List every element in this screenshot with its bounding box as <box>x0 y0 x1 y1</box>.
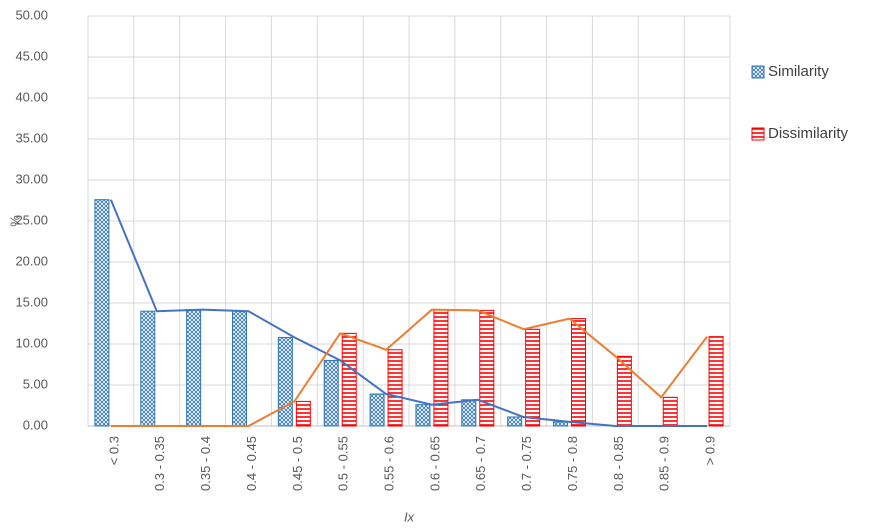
bar <box>525 328 541 427</box>
bar <box>323 359 339 427</box>
bar <box>616 355 632 427</box>
x-tick-label: 0.75 - 0.8 <box>565 436 580 491</box>
x-tick-label: 0.85 - 0.9 <box>657 436 672 491</box>
x-tick-label: 0.4 - 0.45 <box>244 436 259 491</box>
bar <box>94 199 110 427</box>
bar <box>479 309 495 427</box>
y-tick-label: 45.00 <box>15 48 48 63</box>
x-tick-label: 0.65 - 0.7 <box>473 436 488 491</box>
y-tick-label: 5.00 <box>23 376 48 391</box>
legend-label: Similarity <box>768 63 829 80</box>
x-tick-label: > 0.9 <box>703 436 718 465</box>
bar <box>341 332 357 427</box>
bar <box>507 416 523 427</box>
x-tick-label: 0.3 - 0.35 <box>152 436 167 491</box>
x-axis-label: Ix <box>404 509 415 524</box>
y-tick-label: 40.00 <box>15 89 48 104</box>
x-tick-label: 0.5 - 0.55 <box>336 436 351 491</box>
bar <box>662 396 678 427</box>
series-line <box>110 308 708 427</box>
bar <box>571 318 586 427</box>
bar <box>140 310 156 427</box>
bar <box>186 309 202 427</box>
x-tick-label: 0.45 - 0.5 <box>290 436 305 491</box>
bar <box>387 349 403 427</box>
x-tick-label: 0.35 - 0.4 <box>198 436 213 491</box>
x-tick-label: 0.8 - 0.85 <box>611 436 626 491</box>
x-tick-label: 0.7 - 0.75 <box>519 436 534 491</box>
y-tick-label: 15.00 <box>15 294 48 309</box>
bar <box>433 309 449 427</box>
legend-swatch <box>751 127 765 141</box>
bar <box>708 336 724 427</box>
y-tick-label: 25.00 <box>15 212 48 227</box>
x-tick-label: < 0.3 <box>106 436 121 465</box>
bar <box>369 393 385 427</box>
bar <box>461 399 477 427</box>
bar <box>232 310 247 427</box>
y-tick-label: 50.00 <box>15 7 48 22</box>
series-line <box>109 199 708 427</box>
bar <box>277 336 293 427</box>
x-tick-label: 0.6 - 0.65 <box>427 436 442 491</box>
y-axis-label: % <box>7 215 22 227</box>
y-tick-label: 20.00 <box>15 253 48 268</box>
y-tick-label: 0.00 <box>23 417 48 432</box>
y-tick-label: 35.00 <box>15 130 48 145</box>
bar <box>295 400 311 427</box>
legend-swatch <box>751 65 765 79</box>
legend-label: Dissimilarity <box>768 125 848 142</box>
y-tick-label: 10.00 <box>15 335 48 350</box>
y-tick-label: 30.00 <box>15 171 48 186</box>
bar <box>553 421 568 427</box>
bar <box>415 404 431 427</box>
x-tick-label: 0.55 - 0.6 <box>382 436 397 491</box>
